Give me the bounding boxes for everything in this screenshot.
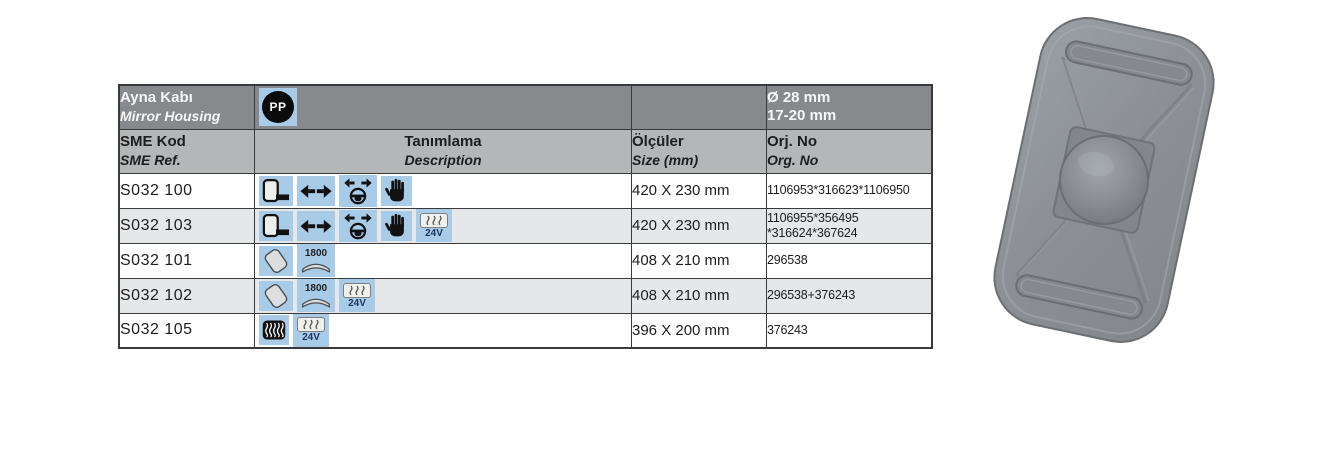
heated-24v-icon: 24V bbox=[416, 209, 452, 242]
remote-adjust-steering-icon bbox=[339, 209, 377, 242]
col-header-desc: Tanımlama Description bbox=[254, 128, 632, 174]
col-header-code: SME Kod SME Ref. bbox=[118, 128, 255, 174]
feature-icons-cell: 1800 24V bbox=[254, 277, 632, 314]
oem-numbers: 1106955*356495 *316624*367624 bbox=[766, 207, 933, 244]
col-header-code-tr: SME Kod bbox=[120, 132, 186, 150]
mirror-housing-arm-icon bbox=[259, 210, 293, 241]
material-badge-cell: PP bbox=[254, 84, 632, 130]
table-row: S032 103 24V bbox=[118, 207, 933, 244]
product-code: S032 103 bbox=[118, 207, 255, 244]
product-table: Ayna Kabı Mirror Housing PP Ø 28 mm 17-2… bbox=[118, 84, 933, 349]
column-header-row: SME Kod SME Ref. Tanımlama Description Ö… bbox=[118, 128, 933, 174]
mirror-housing-arm-icon bbox=[259, 175, 293, 206]
table-title-row: Ayna Kabı Mirror Housing PP Ø 28 mm 17-2… bbox=[118, 84, 933, 130]
col-header-org-en: Org. No bbox=[767, 151, 819, 168]
oem-line: *316624*367624 bbox=[767, 225, 858, 240]
table-title-cell: Ayna Kabı Mirror Housing bbox=[118, 84, 255, 130]
radius-label: 1800 bbox=[304, 282, 328, 294]
col-header-org-tr: Orj. No bbox=[767, 132, 818, 150]
oem-numbers: 296538 bbox=[766, 242, 933, 279]
product-size: 408 X 210 mm bbox=[631, 277, 767, 314]
manual-hand-icon bbox=[381, 210, 412, 241]
product-code: S032 101 bbox=[118, 242, 255, 279]
spec-cell: Ø 28 mm 17-20 mm bbox=[766, 84, 933, 130]
col-header-org: Orj. No Org. No bbox=[766, 128, 933, 174]
product-size: 420 X 230 mm bbox=[631, 172, 767, 209]
oem-line: 1106953*316623*1106950 bbox=[767, 183, 910, 198]
adjust-arrows-icon bbox=[297, 210, 335, 241]
oem-line: 1106955*356495 bbox=[767, 210, 859, 225]
radius-label: 1800 bbox=[304, 247, 328, 259]
radius-1800-icon: 1800 bbox=[297, 279, 335, 312]
product-size: 408 X 210 mm bbox=[631, 242, 767, 279]
spec-diameter: Ø 28 mm bbox=[767, 88, 831, 106]
remote-adjust-steering-icon bbox=[339, 174, 377, 207]
col-header-desc-en: Description bbox=[404, 151, 482, 168]
voltage-label: 24V bbox=[425, 227, 443, 239]
table-row: S032 101 1800 408 X 210 mm 296538 bbox=[118, 242, 933, 279]
spec-range: 17-20 mm bbox=[767, 107, 837, 125]
oem-numbers: 1106953*316623*1106950 bbox=[766, 172, 933, 209]
col-header-size-en: Size (mm) bbox=[632, 151, 699, 168]
col-header-size-tr: Ölçüler bbox=[632, 132, 684, 150]
voltage-label: 24V bbox=[348, 297, 366, 309]
oem-line: 376243 bbox=[767, 322, 808, 337]
oem-line: 296538+376243 bbox=[767, 288, 856, 303]
heater-pad-icon bbox=[259, 315, 289, 345]
feature-icons-cell bbox=[254, 172, 632, 209]
table-row: S032 100 420 X 230 mm 1106953*316623*110… bbox=[118, 172, 933, 209]
table-row: S032 105 24V 396 X 200 mm 376243 bbox=[118, 312, 933, 348]
pp-material-icon: PP bbox=[262, 91, 294, 124]
heated-24v-icon: 24V bbox=[293, 313, 329, 347]
oem-line: 296538 bbox=[767, 253, 808, 268]
heat-waves-icon bbox=[343, 282, 371, 298]
table-row: S032 102 1800 24V 408 X 210 mm bbox=[118, 277, 933, 314]
material-badge: PP bbox=[259, 88, 297, 127]
col-header-code-en: SME Ref. bbox=[120, 151, 181, 168]
heat-waves-icon bbox=[297, 317, 325, 332]
col-header-size: Ölçüler Size (mm) bbox=[631, 128, 767, 174]
oem-numbers: 296538+376243 bbox=[766, 277, 933, 314]
table-title-en: Mirror Housing bbox=[120, 107, 221, 124]
heated-24v-icon: 24V bbox=[339, 279, 375, 312]
product-size: 420 X 230 mm bbox=[631, 207, 767, 244]
radius-1800-icon: 1800 bbox=[297, 244, 335, 277]
product-size: 396 X 200 mm bbox=[631, 312, 767, 348]
product-code: S032 100 bbox=[118, 172, 255, 209]
oem-numbers: 376243 bbox=[766, 312, 933, 348]
feature-icons-cell: 24V bbox=[254, 312, 632, 348]
mirror-glass-icon bbox=[259, 280, 293, 311]
mirror-glass-icon bbox=[259, 245, 293, 276]
adjust-arrows-icon bbox=[297, 175, 335, 206]
product-code: S032 102 bbox=[118, 277, 255, 314]
heat-waves-icon bbox=[420, 212, 448, 228]
feature-icons-cell: 24V bbox=[254, 207, 632, 244]
empty-header-cell bbox=[631, 84, 767, 130]
table-title-tr: Ayna Kabı bbox=[120, 89, 193, 107]
manual-hand-icon bbox=[381, 175, 412, 206]
voltage-label: 24V bbox=[302, 332, 320, 343]
product-code: S032 105 bbox=[118, 312, 255, 348]
feature-icons-cell: 1800 bbox=[254, 242, 632, 279]
col-header-desc-tr: Tanımlama bbox=[404, 132, 482, 150]
product-image bbox=[993, 17, 1215, 343]
